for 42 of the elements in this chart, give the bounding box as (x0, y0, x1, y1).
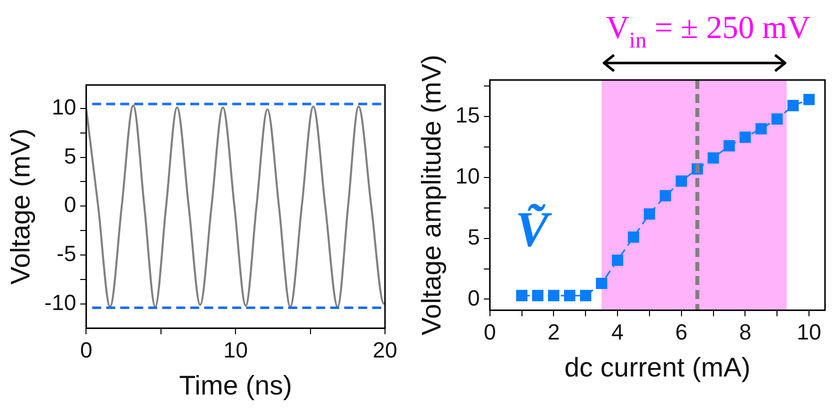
point (740, 132, 751, 143)
point (803, 94, 815, 106)
x-tick-label: 10 (223, 337, 248, 362)
point (596, 278, 608, 290)
x-tick-label: 0 (80, 337, 92, 362)
y-tick-label: -10 (44, 290, 76, 315)
point (628, 231, 640, 243)
x-tick-label: 4 (611, 319, 624, 344)
y-axis-title: Voltage (mV) (6, 128, 36, 285)
point (708, 152, 719, 164)
x-tick-label: 6 (675, 319, 688, 344)
line-series (86, 104, 385, 308)
x-tick-label: 2 (548, 319, 560, 344)
y-axis-title: Voltage amplitude (mV) (416, 54, 447, 336)
point (676, 175, 688, 187)
point (756, 123, 767, 134)
y-tick-label: 10 (455, 164, 480, 188)
point (564, 290, 576, 302)
x-tick-label: 8 (739, 319, 752, 344)
y-tick-label: 5 (468, 224, 480, 250)
y-tick-label: 0 (468, 285, 480, 310)
x-tick-label: 0 (484, 319, 496, 344)
annotation: Ṽ (515, 201, 552, 257)
x-tick-label: 20 (372, 337, 398, 362)
point (771, 113, 783, 125)
y-tick-label: 15 (455, 102, 480, 128)
point (516, 290, 528, 302)
point (724, 140, 735, 152)
point (548, 290, 560, 302)
y-tick-label: -5 (56, 241, 76, 266)
x-axis-title: dc current (mA) (564, 352, 750, 382)
point (580, 290, 592, 302)
point (532, 290, 544, 302)
x-axis-title: Time (ns) (179, 370, 292, 400)
y-tick-label: 5 (64, 143, 76, 168)
y-tick-label: 0 (64, 192, 76, 218)
point (787, 100, 799, 112)
x-tick-label: 10 (796, 319, 822, 344)
y-tick-label: 10 (52, 94, 76, 120)
point (660, 190, 672, 202)
point (644, 208, 656, 220)
point (612, 254, 624, 266)
